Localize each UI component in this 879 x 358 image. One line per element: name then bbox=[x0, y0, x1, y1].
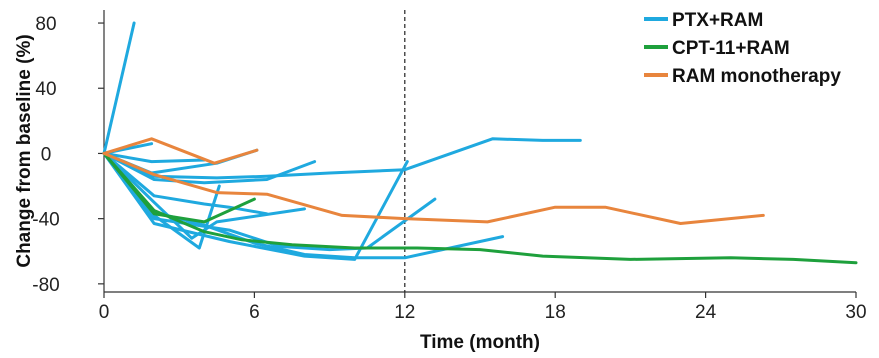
x-tick-label: 6 bbox=[249, 302, 260, 323]
legend-label: CPT-11+RAM bbox=[672, 38, 790, 59]
x-axis-title: Time (month) bbox=[420, 332, 540, 353]
series-line bbox=[102, 21, 136, 155]
y-axis-title: Change from baseline (%) bbox=[14, 34, 35, 267]
legend-label: RAM monotherapy bbox=[672, 66, 841, 87]
series-line bbox=[102, 151, 858, 265]
x-tick-label: 30 bbox=[845, 302, 866, 323]
y-tick-label: 80 bbox=[35, 14, 56, 35]
y-tick-label: 0 bbox=[41, 144, 52, 165]
legend: PTX+RAM CPT-11+RAM RAM monotherapy bbox=[644, 10, 841, 87]
x-tick-label: 24 bbox=[695, 302, 717, 323]
series-line bbox=[102, 151, 765, 225]
series-line bbox=[102, 137, 582, 180]
y-tick-label: -40 bbox=[32, 210, 59, 231]
series-line bbox=[102, 151, 269, 216]
series-line bbox=[102, 137, 259, 165]
x-tick-label: 0 bbox=[99, 302, 110, 323]
series-line bbox=[102, 151, 206, 164]
series-line bbox=[102, 151, 409, 261]
series-line bbox=[102, 151, 306, 240]
axes: 80 40 0 -40 -80 0 6 12 18 24 30 bbox=[32, 10, 867, 323]
series-group bbox=[102, 21, 858, 265]
x-tick-label: 12 bbox=[394, 302, 415, 323]
series-line bbox=[102, 151, 317, 185]
y-tick-label: 40 bbox=[35, 79, 56, 100]
x-tick-label: 18 bbox=[545, 302, 566, 323]
legend-label: PTX+RAM bbox=[672, 10, 763, 31]
y-tick-label: -80 bbox=[32, 275, 59, 296]
